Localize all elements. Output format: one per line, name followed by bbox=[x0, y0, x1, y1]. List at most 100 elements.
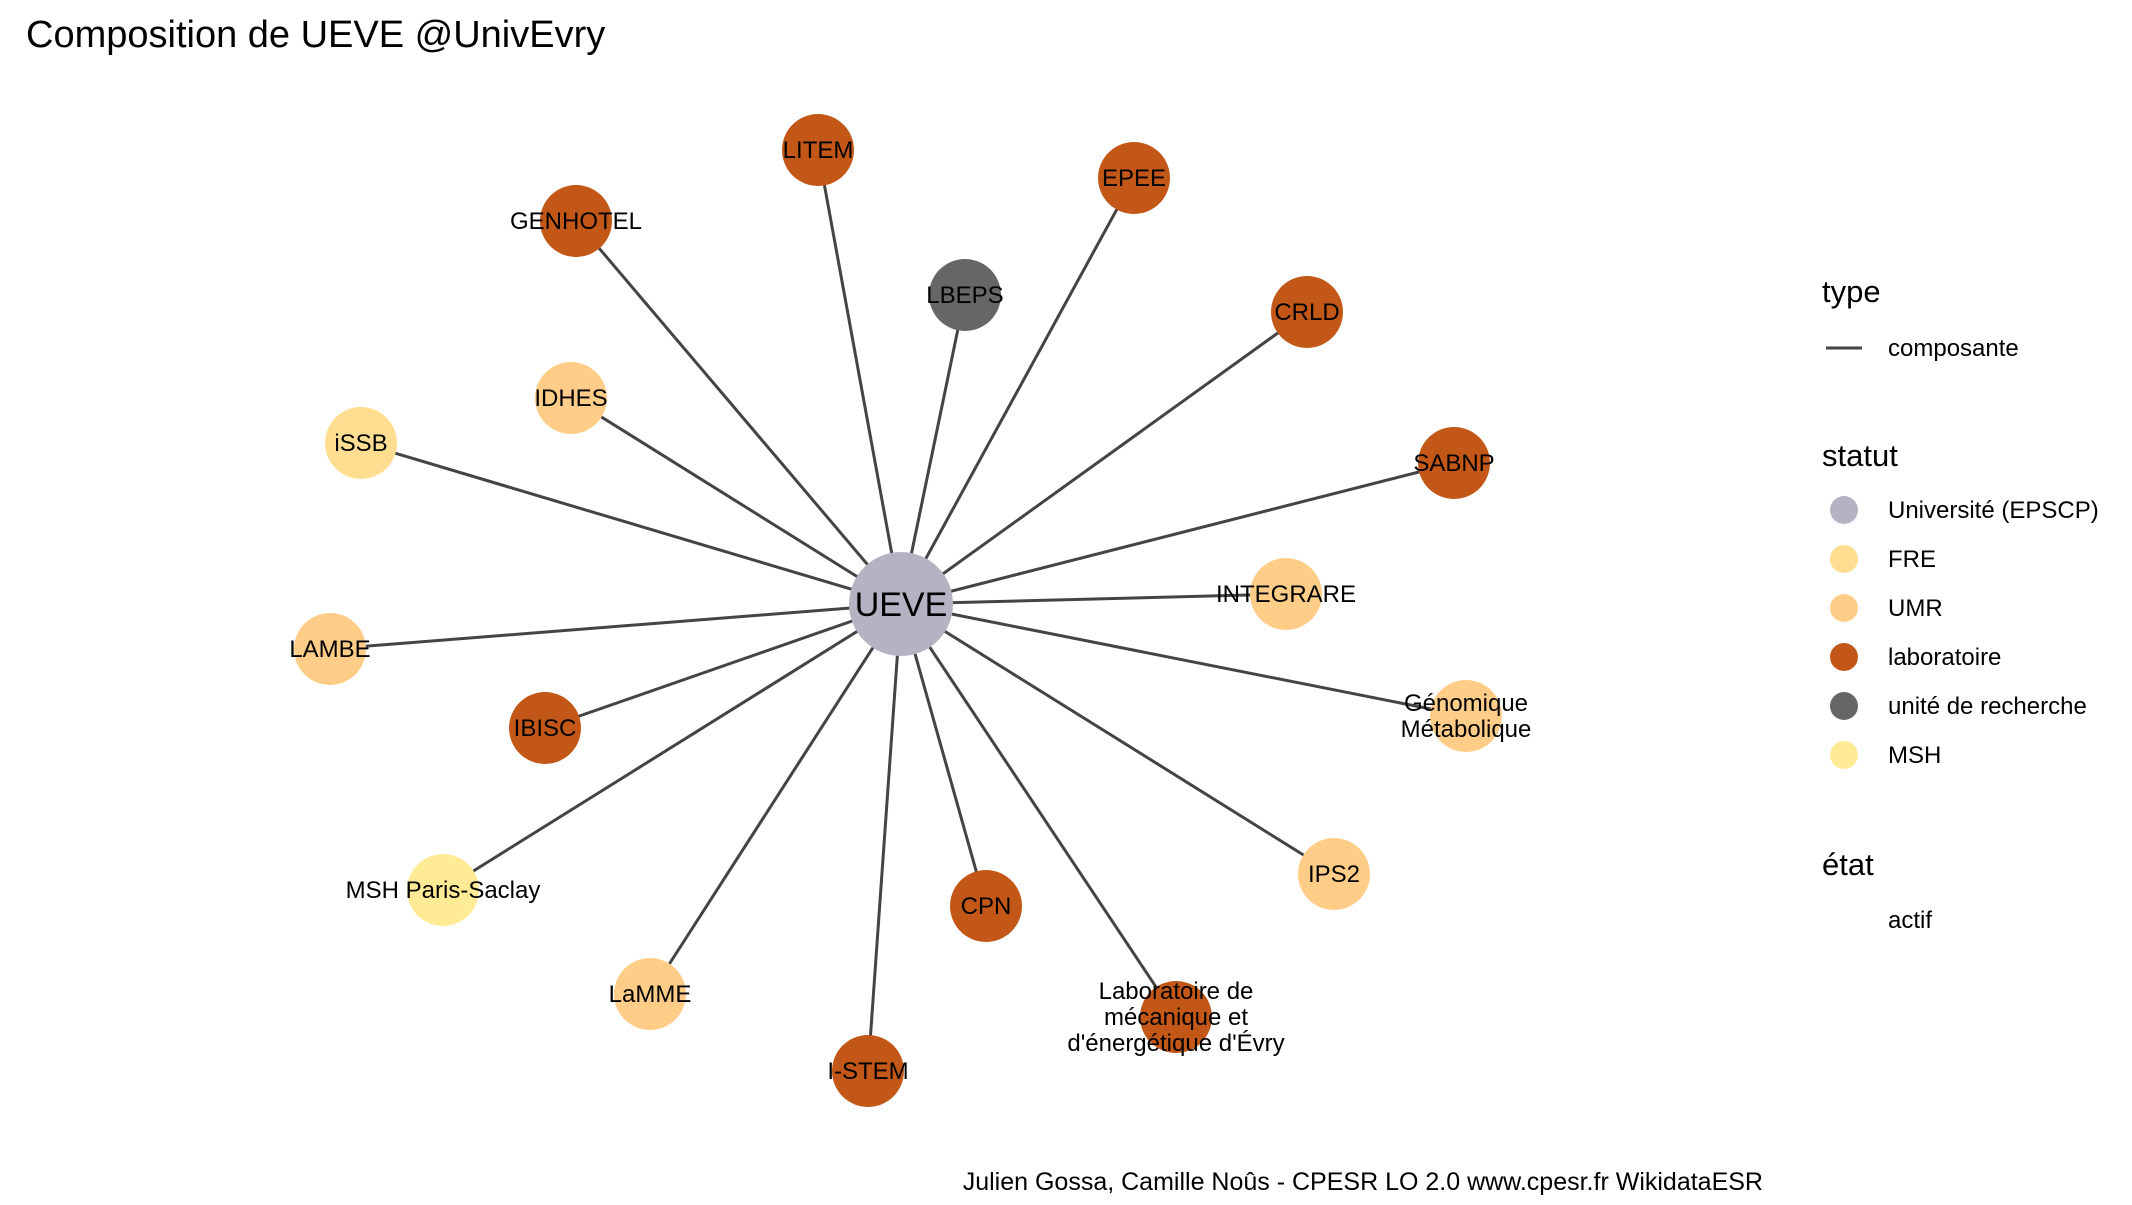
node-circle bbox=[1298, 838, 1370, 910]
legend-etat: état actif bbox=[1822, 847, 1932, 934]
node-crld: CRLD bbox=[1271, 276, 1343, 348]
node-label: EPEE bbox=[1102, 165, 1166, 192]
node-circle bbox=[294, 613, 366, 685]
legend-etat-title: état bbox=[1822, 847, 1874, 882]
legend-etat-item: actif bbox=[1888, 907, 1932, 934]
node-label: LBEPS bbox=[926, 282, 1003, 309]
node-circle bbox=[950, 870, 1022, 942]
legend-type-title: type bbox=[1822, 274, 1881, 309]
node-label: Génomique Métabolique bbox=[1401, 690, 1532, 743]
edges-layer bbox=[329, 149, 1467, 1072]
legend-item-fre: FRE bbox=[1888, 546, 1936, 573]
edge-lbeps bbox=[899, 294, 967, 605]
node-circle bbox=[1418, 427, 1490, 499]
legend-swatch-universite bbox=[1830, 496, 1858, 524]
edge-integrare bbox=[900, 592, 1287, 606]
nodes-layer: LITEM EPEE GENHOTEL LBEPS CRLD IDHES iSSB SABNP… bbox=[289, 114, 1531, 1107]
edge-ips2 bbox=[900, 602, 1335, 876]
node-ibisc: IBISC bbox=[509, 692, 581, 764]
node-circle bbox=[535, 362, 607, 434]
legend: type composante statut Université (EPSCP… bbox=[1822, 274, 2099, 934]
node-label: MSH Paris-Saclay bbox=[346, 877, 541, 904]
node-genhotel: GENHOTEL bbox=[510, 185, 642, 257]
node-ips2: IPS2 bbox=[1298, 838, 1370, 910]
edge-issb bbox=[360, 441, 902, 606]
chart-title: Composition de UEVE @UnivEvry bbox=[26, 14, 605, 56]
legend-swatch-laboratoire bbox=[1830, 643, 1858, 671]
edge-crld bbox=[900, 310, 1308, 606]
node-epee: EPEE bbox=[1098, 142, 1170, 214]
edge-lamme bbox=[648, 603, 903, 995]
node-lambe: LAMBE bbox=[289, 613, 371, 685]
node-label: IPS2 bbox=[1308, 861, 1360, 888]
edge-sabnp bbox=[900, 461, 1455, 606]
edge-genhotel bbox=[574, 220, 903, 605]
node-label: IBISC bbox=[514, 715, 577, 742]
node-label: IDHES bbox=[534, 385, 607, 412]
node-label: Laboratoire de mécanique et d'énergétique … bbox=[1067, 978, 1284, 1057]
node-issb: iSSB bbox=[325, 407, 397, 479]
edge-litem bbox=[816, 149, 903, 605]
edge-lambe bbox=[329, 602, 902, 651]
caption: Julien Gossa, Camille Noûs - CPESR LO 2.… bbox=[963, 1168, 1763, 1196]
legend-item-umr: UMR bbox=[1888, 595, 1943, 622]
edge-genomique-metabolique bbox=[900, 602, 1467, 718]
node-integrare: INTEGRARE bbox=[1216, 558, 1356, 630]
node-i-stem: I-STEM bbox=[827, 1035, 909, 1107]
legend-type-item: composante bbox=[1888, 335, 2019, 362]
node-label: LITEM bbox=[783, 137, 854, 164]
node-label: LaMME bbox=[609, 981, 692, 1008]
node-label: SABNP bbox=[1413, 450, 1494, 477]
node-circle bbox=[407, 854, 479, 926]
node-label: GENHOTEL bbox=[510, 208, 642, 235]
legend-swatch-msh bbox=[1830, 741, 1858, 769]
node-lbeps: LBEPS bbox=[926, 259, 1004, 331]
legend-statut-title: statut bbox=[1822, 438, 1898, 473]
node-circle bbox=[832, 1035, 904, 1107]
node-circle bbox=[1250, 558, 1322, 630]
node-label: iSSB bbox=[334, 430, 387, 457]
legend-item-universite: Université (EPSCP) bbox=[1888, 497, 2099, 524]
center-node: UEVE bbox=[849, 552, 953, 656]
node-label: INTEGRARE bbox=[1216, 581, 1356, 608]
node-laboratoire-de-mecanique-et-d-energetique-d-evry: Laboratoire de mécanique et d'énergétique … bbox=[1067, 978, 1284, 1057]
edge-epee bbox=[899, 177, 1136, 605]
node-lamme: LaMME bbox=[609, 958, 692, 1030]
node-genomique-metabolique: Génomique Métabolique bbox=[1401, 680, 1532, 752]
node-label: I-STEM bbox=[827, 1058, 908, 1085]
edge-i-stem bbox=[866, 603, 903, 1072]
node-label: LAMBE bbox=[289, 636, 370, 663]
center-node-label: UEVE bbox=[855, 586, 948, 624]
node-circle bbox=[1140, 981, 1212, 1053]
legend-swatch-unite_de_recherche bbox=[1830, 692, 1858, 720]
edge-ibisc bbox=[544, 602, 902, 730]
legend-item-msh: MSH bbox=[1888, 742, 1941, 769]
legend-swatch-fre bbox=[1830, 545, 1858, 573]
node-circle bbox=[782, 114, 854, 186]
node-sabnp: SABNP bbox=[1413, 427, 1495, 499]
legend-item-unite_de_recherche: unité de recherche bbox=[1888, 693, 2087, 720]
node-circle bbox=[929, 259, 1001, 331]
node-msh-paris-saclay: MSH Paris-Saclay bbox=[346, 854, 541, 926]
node-cpn: CPN bbox=[950, 870, 1022, 942]
node-circle bbox=[1098, 142, 1170, 214]
node-circle bbox=[1271, 276, 1343, 348]
node-circle bbox=[540, 185, 612, 257]
node-idhes: IDHES bbox=[534, 362, 608, 434]
node-circle bbox=[509, 692, 581, 764]
node-litem: LITEM bbox=[782, 114, 854, 186]
legend-item-laboratoire: laboratoire bbox=[1888, 644, 2001, 671]
node-circle bbox=[325, 407, 397, 479]
edge-idhes bbox=[570, 396, 902, 606]
center-node-circle bbox=[849, 552, 953, 656]
legend-statut: statut Université (EPSCP) FRE UMR laboratoi… bbox=[1822, 438, 2099, 769]
node-circle bbox=[614, 958, 686, 1030]
legend-swatch-umr bbox=[1830, 594, 1858, 622]
edge-laboratoire-de-mecanique-et-d-energetique-d-evry bbox=[899, 603, 1178, 1018]
node-circle bbox=[1430, 680, 1502, 752]
edge-cpn bbox=[899, 603, 988, 907]
node-label: CPN bbox=[961, 893, 1012, 920]
node-label: CRLD bbox=[1274, 299, 1339, 326]
